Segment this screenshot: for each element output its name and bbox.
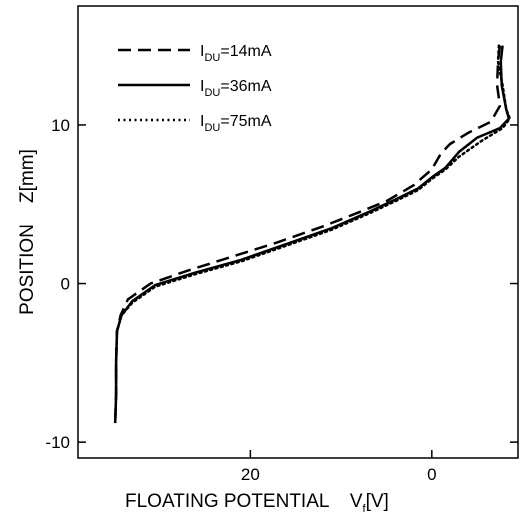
legend-label-3-main: I	[200, 113, 204, 130]
legend-label-2-rest: =36mA	[220, 78, 271, 95]
y-tick-label: 10	[51, 116, 70, 135]
y-tick-label: -10	[45, 433, 70, 452]
x-tick-label: 20	[241, 465, 260, 484]
y-axis-title: POSITION Z[mm]	[17, 149, 38, 315]
legend-label-3-rest: =75mA	[220, 113, 271, 130]
plot-frame	[77, 5, 519, 459]
legend-label-1-sub: DU	[204, 52, 220, 64]
x-axis-title-sub: f	[363, 503, 367, 515]
series-line-3-dotted	[113, 44, 512, 422]
legend-label-1: IDU=14mA	[200, 43, 272, 64]
legend: IDU=14mA IDU=36mA IDU=75mA	[118, 43, 272, 134]
x-tick-label: 0	[427, 465, 436, 484]
series-line-1-dashed	[113, 45, 502, 424]
axis-ticks: 20 0 -10 0 10	[45, 116, 518, 484]
y-tick-label: 0	[61, 275, 70, 294]
x-axis-title-main: FLOATING POTENTIAL V	[125, 491, 363, 512]
legend-label-1-main: I	[200, 43, 204, 60]
legend-label-3: IDU=75mA	[200, 113, 272, 134]
legend-label-2-sub: DU	[204, 87, 220, 99]
series-lines	[113, 44, 512, 424]
x-axis-title: FLOATING POTENTIAL Vf[V]	[125, 491, 389, 515]
legend-label-2-main: I	[200, 78, 204, 95]
x-axis-title-unit: [V]	[366, 491, 389, 512]
series-line-2-solid	[113, 45, 511, 424]
legend-label-2: IDU=36mA	[200, 78, 272, 99]
legend-label-1-rest: =14mA	[220, 43, 271, 60]
legend-label-3-sub: DU	[204, 122, 220, 134]
